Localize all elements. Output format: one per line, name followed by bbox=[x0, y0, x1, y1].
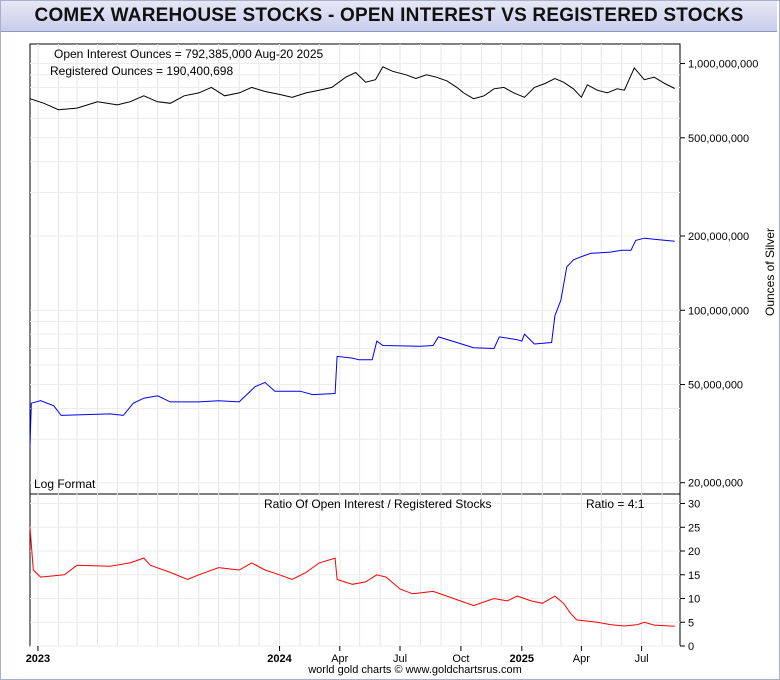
lower-plot-area bbox=[29, 493, 681, 647]
x-tick-label: 2025 bbox=[510, 653, 534, 665]
x-tick-label: Oct bbox=[452, 653, 469, 665]
x-tick-label: Jul bbox=[635, 653, 649, 665]
y-tick-label: 25 bbox=[688, 522, 700, 534]
annotation-open-interest: Open Interest Ounces = 792,385,000 Aug-2… bbox=[54, 47, 324, 61]
y-tick-label: 15 bbox=[688, 570, 700, 582]
y-tick-label: 100,000,000 bbox=[688, 305, 749, 317]
y-tick-label: 20 bbox=[688, 546, 700, 558]
chart-title: COMEX WAREHOUSE STOCKS - OPEN INTEREST V… bbox=[1, 1, 777, 32]
y-tick-label: 500,000,000 bbox=[688, 133, 749, 145]
annotation-registered: Registered Ounces = 190,400,698 bbox=[50, 64, 233, 78]
annotation-log-format: Log Format bbox=[34, 477, 96, 491]
x-tick-label: 2023 bbox=[26, 653, 50, 665]
y-tick-label: 10 bbox=[688, 594, 700, 606]
x-tick-label: Apr bbox=[331, 653, 348, 665]
ratio-panel-title: Ratio Of Open Interest / Registered Stoc… bbox=[264, 497, 491, 511]
y-tick-label: 0 bbox=[688, 641, 694, 653]
lower-series-group bbox=[29, 527, 675, 627]
x-axis: 2023 2024 Apr Jul Oct 2025 Apr Jul bbox=[26, 646, 649, 665]
y-tick-label: 30 bbox=[688, 499, 700, 511]
y-tick-label: 50,000,000 bbox=[688, 380, 743, 392]
series-line-open_interest bbox=[29, 66, 675, 111]
y-tick-label: 5 bbox=[688, 617, 694, 629]
x-tick-label: 2024 bbox=[267, 653, 292, 665]
y-axis-label: Ounces of Silver bbox=[763, 228, 777, 316]
upper-series-group bbox=[29, 66, 675, 447]
x-tick-label: Apr bbox=[573, 653, 590, 665]
x-tick-label: Jul bbox=[393, 653, 407, 665]
y-tick-label: 1,000,000,000 bbox=[688, 59, 758, 71]
footer-credit: world gold charts © www.goldchartsrus.co… bbox=[307, 664, 522, 676]
upper-plot-area bbox=[29, 43, 681, 495]
lower-grid bbox=[30, 494, 680, 647]
y-tick-label: 20,000,000 bbox=[688, 478, 743, 490]
series-line-registered bbox=[29, 237, 675, 447]
series-line-ratio bbox=[29, 527, 675, 627]
ratio-annotation: Ratio = 4:1 bbox=[586, 497, 645, 511]
upper-y-axis: 1,000,000,000 500,000,000 200,000,000 100,0… bbox=[680, 59, 758, 490]
lower-y-axis: 0 5 10 15 20 25 30 bbox=[680, 499, 700, 653]
upper-grid bbox=[30, 44, 680, 494]
y-tick-label: 200,000,000 bbox=[688, 231, 749, 243]
